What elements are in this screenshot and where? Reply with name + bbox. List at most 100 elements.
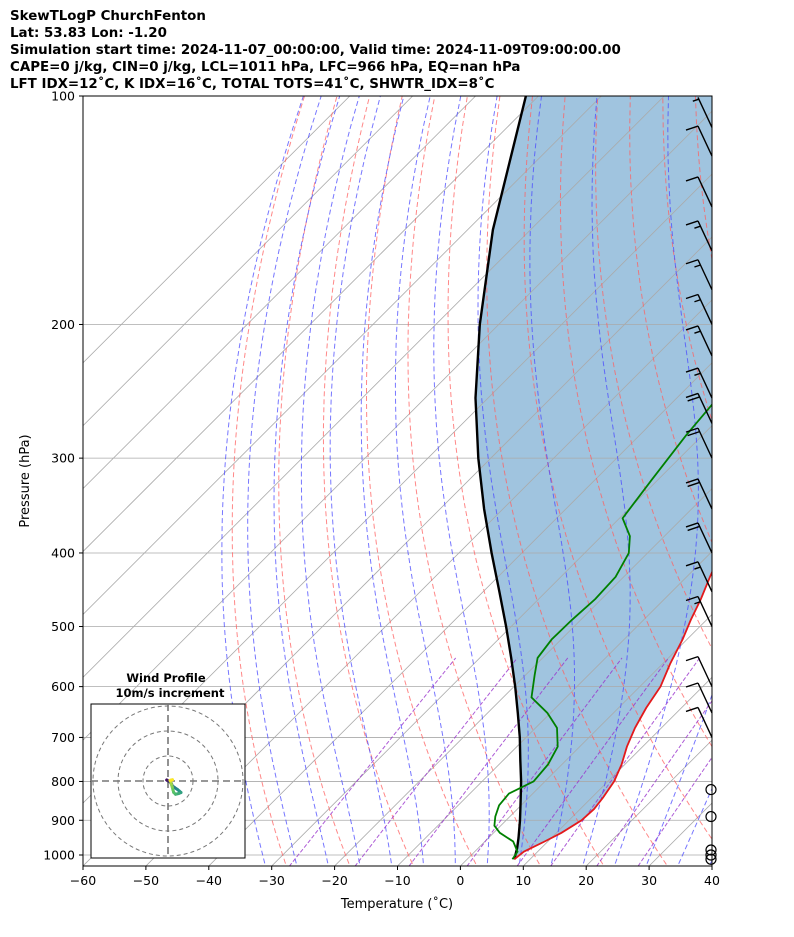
mixing-ratio-line bbox=[596, 700, 712, 866]
chart-header: SkewTLogP ChurchFenton Lat: 53.83 Lon: -… bbox=[10, 8, 621, 93]
mixing-ratio-line bbox=[550, 657, 701, 866]
y-tick-label: 100 bbox=[51, 89, 75, 104]
isotherm-line bbox=[396, 550, 712, 866]
x-tick-label: 0 bbox=[456, 873, 464, 888]
isotherm-line bbox=[83, 96, 602, 615]
x-tick-label: −60 bbox=[70, 873, 96, 888]
wind-barb bbox=[705, 783, 717, 796]
x-tick-label: −10 bbox=[384, 873, 410, 888]
hodograph-subtitle: 10m/s increment bbox=[116, 686, 225, 700]
isotherm-line bbox=[334, 488, 712, 866]
moist-adiabat bbox=[433, 96, 490, 866]
isotherm-line bbox=[145, 299, 712, 866]
dry-adiabat-lines bbox=[231, 96, 794, 871]
moist-adiabat bbox=[582, 96, 631, 866]
moist-adiabat bbox=[360, 96, 424, 866]
hodograph-inset: Wind Profile 10m/s increment bbox=[90, 671, 246, 859]
isotherm-line bbox=[83, 96, 539, 553]
wind-barb bbox=[692, 97, 713, 128]
y-axis-ticks: 100 200 300 400 500 600 700 800 900 1000 bbox=[43, 89, 83, 863]
dewpoint-line bbox=[493, 403, 712, 860]
x-tick-label: 30 bbox=[641, 873, 657, 888]
y-axis-label: Pressure (hPa) bbox=[18, 434, 33, 527]
wind-barb bbox=[685, 561, 713, 593]
dry-adiabat bbox=[278, 96, 351, 866]
moist-adiabat bbox=[394, 96, 456, 866]
wind-barbs bbox=[685, 97, 717, 865]
wind-barb bbox=[685, 259, 713, 291]
moist-adiabat bbox=[677, 787, 712, 866]
wind-barb bbox=[685, 125, 713, 157]
moist-adiabat bbox=[329, 96, 393, 866]
wind-barb bbox=[685, 293, 713, 325]
dry-adiabat bbox=[559, 96, 712, 748]
moist-adiabat bbox=[708, 859, 712, 866]
wind-barb bbox=[685, 522, 713, 554]
x-tick-label: 10 bbox=[515, 873, 531, 888]
isotherm-line bbox=[711, 865, 712, 866]
mixing-ratio-line bbox=[516, 657, 670, 866]
moist-adiabat bbox=[273, 96, 341, 866]
isotherm-line bbox=[83, 96, 413, 427]
dry-adiabat bbox=[322, 96, 414, 866]
wind-barb bbox=[705, 849, 717, 861]
x-axis-ticks: −60 −50 −40 −30 −20 −10 0 10 20 30 40 bbox=[70, 866, 720, 888]
cin-fill-area bbox=[475, 96, 712, 860]
wind-barb bbox=[685, 176, 713, 208]
hodograph-title: Wind Profile bbox=[126, 671, 206, 685]
dry-adiabat bbox=[231, 96, 305, 866]
mixing-ratio-lines bbox=[288, 657, 712, 866]
mixing-ratio-line bbox=[466, 657, 623, 866]
parcel-profile-line bbox=[474, 96, 528, 860]
dry-adiabat bbox=[728, 96, 794, 871]
moist-adiabat bbox=[738, 96, 794, 871]
isotherm-line bbox=[271, 425, 712, 866]
dry-adiabat bbox=[407, 96, 541, 866]
mixing-ratio-line bbox=[637, 756, 712, 866]
x-tick-label: −30 bbox=[259, 873, 285, 888]
wind-barb bbox=[685, 655, 713, 687]
y-tick-label: 400 bbox=[51, 545, 75, 560]
wind-barb bbox=[705, 844, 717, 856]
y-tick-label: 1000 bbox=[43, 848, 75, 863]
moist-adiabat bbox=[613, 96, 699, 866]
y-tick-label: 700 bbox=[51, 730, 75, 745]
x-tick-label: −20 bbox=[321, 873, 347, 888]
sounding-profiles bbox=[474, 96, 712, 861]
stability-indices-2: LFT IDX=12˚C, K IDX=16˚C, TOTAL TOTS=41˚… bbox=[10, 77, 495, 92]
y-tick-label: 200 bbox=[51, 317, 75, 332]
x-tick-label: −40 bbox=[196, 873, 222, 888]
moist-adiabat bbox=[300, 96, 361, 866]
x-tick-label: −50 bbox=[133, 873, 159, 888]
cape-cin-fill bbox=[475, 96, 712, 860]
station-coordinates: Lat: 53.83 Lon: -1.20 bbox=[10, 26, 167, 41]
dry-adiabat bbox=[447, 96, 605, 866]
dry-adiabat bbox=[366, 96, 478, 866]
x-axis-label: Temperature (˚C) bbox=[340, 896, 453, 912]
moist-adiabat bbox=[645, 693, 712, 866]
y-tick-label: 300 bbox=[51, 451, 75, 466]
isotherm-line bbox=[83, 96, 665, 678]
wind-barb bbox=[685, 427, 713, 459]
y-tick-label: 600 bbox=[51, 679, 75, 694]
isotherm-line bbox=[585, 739, 712, 866]
wind-barb bbox=[685, 595, 713, 627]
y-tick-label: 800 bbox=[51, 774, 75, 789]
y-tick-label: 900 bbox=[51, 813, 75, 828]
isotherm-line bbox=[459, 613, 712, 866]
moist-adiabat bbox=[221, 96, 304, 866]
wind-barb bbox=[685, 706, 713, 738]
wind-barb bbox=[685, 392, 713, 424]
simulation-times: Simulation start time: 2024-11-07_00:00:… bbox=[10, 43, 621, 58]
wind-barb bbox=[685, 220, 713, 252]
stability-indices-1: CAPE=0 j/kg, CIN=0 j/kg, LCL=1011 hPa, L… bbox=[10, 60, 521, 75]
dry-adiabat bbox=[523, 96, 712, 841]
hodograph-segment bbox=[168, 778, 174, 782]
wind-barb bbox=[685, 478, 713, 510]
moist-adiabat-lines bbox=[221, 96, 794, 871]
y-tick-label: 500 bbox=[51, 619, 75, 634]
x-tick-label: 40 bbox=[704, 873, 720, 888]
x-tick-label: 20 bbox=[578, 873, 594, 888]
moist-adiabat bbox=[247, 96, 322, 866]
